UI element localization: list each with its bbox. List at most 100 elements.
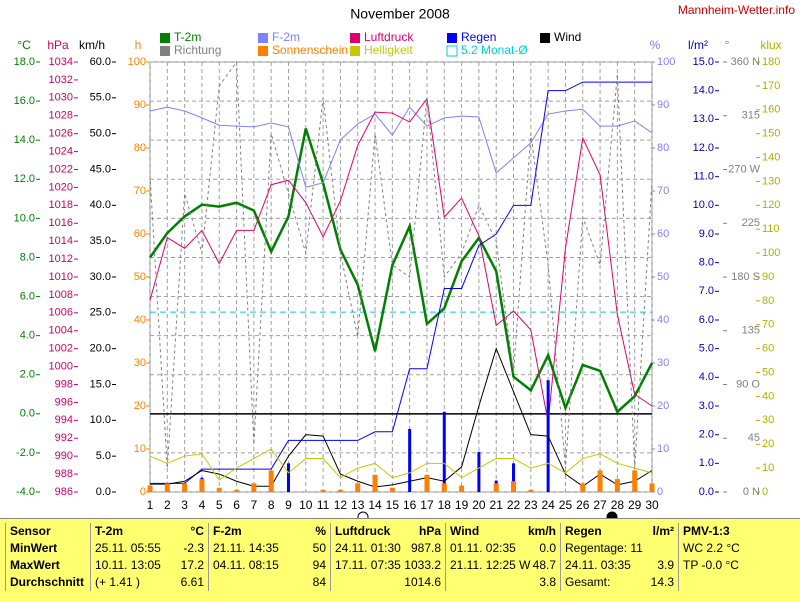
cell-text: 94 [312, 558, 326, 572]
cell-text: MaxWert [10, 558, 60, 572]
cell-text: Regentage: 11 [565, 541, 643, 555]
y-tick-label: 180 [762, 56, 780, 68]
y-tick-label: 14.0 [14, 134, 35, 146]
x-tick-label: 26 [576, 498, 590, 512]
axis-title: % [650, 38, 661, 52]
cell-text: 01.11. 02:35 [450, 541, 516, 555]
table-cell: F-2m% [208, 523, 330, 540]
y-tick-label: 986 [55, 486, 73, 498]
y-tick-label: 0 N [743, 486, 760, 498]
y-tick-label: 35.0 [90, 235, 111, 247]
y-tick-label: 90 [134, 99, 146, 111]
table-cell: 24.11. 03:35 3.9 [560, 557, 678, 574]
legend-label: T-2m [174, 30, 201, 44]
bar [408, 428, 412, 492]
table-cell: 21.11. 14:35 50 [208, 540, 330, 557]
x-tick-label: 18 [438, 498, 452, 512]
y-tick-label: 7.0 [699, 285, 714, 297]
y-tick-label: 1024 [49, 145, 73, 157]
y-tick-label: 0 [762, 486, 768, 498]
y-tick-label: 5.0 [96, 450, 111, 462]
x-tick-label: 13 [351, 498, 365, 512]
y-tick-label: 20.0 [90, 343, 111, 355]
axis-title: klux [760, 38, 781, 52]
y-tick-label: 135 [742, 325, 760, 337]
bar [320, 489, 326, 492]
y-tick-label: 992 [55, 432, 73, 444]
y-tick-label: 50 [657, 271, 669, 283]
bar [512, 463, 516, 492]
x-tick-label: 14 [368, 498, 382, 512]
y-tick-label: 1016 [49, 217, 73, 229]
table-cell: 84 [208, 574, 330, 591]
y-tick-label: 988 [55, 468, 73, 480]
y-tick-label: 1020 [49, 181, 73, 193]
y-tick-label: 270 W [728, 163, 760, 175]
bar [251, 483, 257, 492]
y-tick-label: 1018 [49, 199, 73, 211]
y-tick-label: 315 [742, 110, 760, 122]
y-tick-label: 40 [657, 314, 669, 326]
x-tick-label: 10 [299, 498, 313, 512]
x-tick-label: 30 [645, 498, 659, 512]
y-tick-label: 1034 [49, 56, 73, 68]
bar [441, 483, 447, 492]
y-tick-label: 14.0 [693, 85, 714, 97]
bar [614, 479, 620, 492]
y-tick-label: 10.0 [90, 414, 111, 426]
x-tick-label: 21 [490, 498, 504, 512]
bar [511, 481, 517, 492]
y-tick-label: 6.0 [699, 314, 714, 326]
table-cell: MaxWert [5, 557, 90, 574]
series-line [149, 60, 653, 469]
table-cell: Regentage: 11 [560, 540, 678, 557]
bar [268, 470, 274, 492]
y-tick-label: 10.0 [14, 212, 35, 224]
y-tick-label: 120 [762, 199, 780, 211]
y-tick-label: 80 [134, 142, 146, 154]
legend-swatch [258, 46, 268, 56]
table-cell: WC 2.2 °C [678, 540, 795, 557]
bar [147, 485, 153, 492]
bar [597, 470, 603, 492]
y-tick-label: 994 [55, 414, 73, 426]
cell-text: 04.11. 08:15 [213, 558, 279, 572]
x-tick-label: 9 [285, 498, 292, 512]
y-tick-label: 1010 [49, 271, 73, 283]
x-tick-label: 7 [251, 498, 258, 512]
y-tick-label: 998 [55, 378, 73, 390]
y-tick-label: 55.0 [90, 92, 111, 104]
legend-label: Helligkeit [364, 43, 413, 57]
y-tick-label: 100 [128, 56, 146, 68]
y-tick-label: 40 [762, 390, 774, 402]
table-cell: 04.11. 08:15 94 [208, 557, 330, 574]
y-tick-label: 1000 [49, 360, 73, 372]
bar [477, 451, 481, 492]
y-tick-label: 11.0 [693, 171, 714, 183]
axis-title: ° [725, 38, 730, 52]
y-tick-label: 150 [762, 128, 780, 140]
y-tick-label: 16.0 [14, 95, 35, 107]
y-tick-label: 12.0 [693, 142, 714, 154]
x-tick-label: 11 [317, 498, 330, 512]
x-tick-label: 5 [216, 498, 223, 512]
cell-text: PMV-1:3 [683, 524, 730, 538]
cell-text: 1033.2 [404, 558, 441, 572]
x-tick-label: 25 [559, 498, 573, 512]
bar [337, 489, 343, 492]
x-tick-label: 3 [181, 498, 188, 512]
y-tick-label: 0.0 [699, 486, 714, 498]
bar [286, 463, 290, 492]
cell-text: hPa [418, 524, 441, 538]
bar [459, 485, 465, 492]
y-tick-label: 60.0 [90, 56, 111, 68]
cell-text: T-2m [95, 524, 124, 538]
x-tick-label: 15 [386, 498, 400, 512]
x-tick-label: 12 [334, 498, 348, 512]
y-tick-label: 18.0 [14, 56, 35, 68]
y-tick-label: 1002 [49, 343, 73, 355]
y-tick-label: 0 [140, 486, 146, 498]
cell-text: 1014.6 [404, 575, 441, 589]
table-cell: Durchschnitt [5, 574, 90, 591]
